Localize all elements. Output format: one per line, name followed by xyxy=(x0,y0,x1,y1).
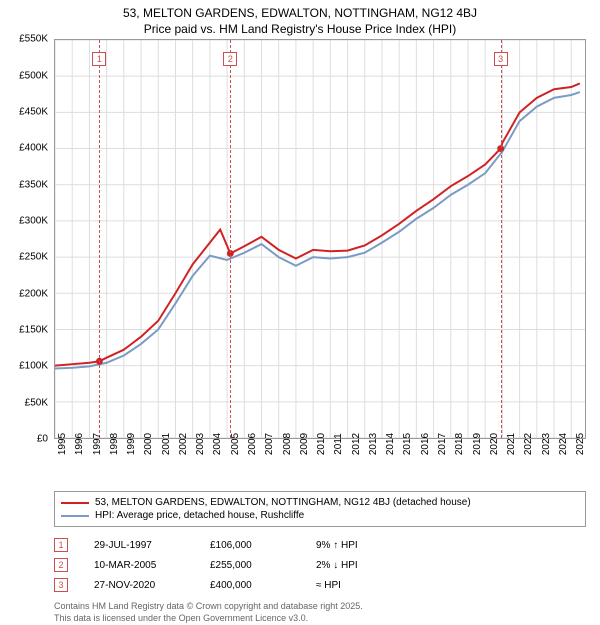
x-tick-label: 1998 xyxy=(109,433,120,455)
legend-label: HPI: Average price, detached house, Rush… xyxy=(95,510,304,521)
x-tick-label: 2015 xyxy=(402,433,413,455)
sale-diff: 9% ↑ HPI xyxy=(316,540,396,551)
x-tick-label: 2020 xyxy=(489,433,500,455)
x-tick-label: 2019 xyxy=(472,433,483,455)
x-tick-label: 2012 xyxy=(351,433,362,455)
x-tick-label: 2009 xyxy=(299,433,310,455)
title-line-2: Price paid vs. HM Land Registry's House … xyxy=(8,22,592,38)
chart-container: 53, MELTON GARDENS, EDWALTON, NOTTINGHAM… xyxy=(0,0,600,590)
x-tick-label: 2017 xyxy=(437,433,448,455)
sale-row-marker: 3 xyxy=(54,578,68,592)
x-tick-label: 2022 xyxy=(523,433,534,455)
x-tick-label: 2014 xyxy=(385,433,396,455)
x-tick-label: 2003 xyxy=(195,433,206,455)
x-tick-label: 2000 xyxy=(143,433,154,455)
legend-label: 53, MELTON GARDENS, EDWALTON, NOTTINGHAM… xyxy=(95,497,471,508)
y-tick-label: £250K xyxy=(19,252,48,263)
chart-svg xyxy=(55,40,585,438)
plot-area: £0£50K£100K£150K£200K£250K£300K£350K£400… xyxy=(54,39,586,439)
x-tick-label: 1996 xyxy=(74,433,85,455)
sale-diff: ≈ HPI xyxy=(316,580,396,591)
sale-marker-box: 1 xyxy=(92,52,106,66)
x-tick-label: 2002 xyxy=(178,433,189,455)
x-tick-label: 2007 xyxy=(264,433,275,455)
x-axis: 1995199619971998199920002001200220032004… xyxy=(54,439,586,489)
sale-diff: 2% ↓ HPI xyxy=(316,560,396,571)
y-tick-label: £300K xyxy=(19,216,48,227)
sale-marker-box: 2 xyxy=(223,52,237,66)
sale-price: £106,000 xyxy=(210,540,290,551)
sale-price: £255,000 xyxy=(210,560,290,571)
y-tick-label: £150K xyxy=(19,325,48,336)
x-tick-label: 2018 xyxy=(454,433,465,455)
sale-marker-box: 3 xyxy=(494,52,508,66)
sale-date: 10-MAR-2005 xyxy=(94,560,184,571)
sale-row: 1 29-JUL-1997 £106,000 9% ↑ HPI xyxy=(54,535,586,555)
sale-row: 3 27-NOV-2020 £400,000 ≈ HPI xyxy=(54,575,586,595)
sale-vline xyxy=(501,40,502,438)
y-tick-label: £450K xyxy=(19,106,48,117)
x-tick-label: 1997 xyxy=(92,433,103,455)
x-tick-label: 2008 xyxy=(282,433,293,455)
y-axis: £0£50K£100K£150K£200K£250K£300K£350K£400… xyxy=(8,39,52,439)
y-tick-label: £200K xyxy=(19,288,48,299)
sale-date: 29-JUL-1997 xyxy=(94,540,184,551)
sale-row-marker: 2 xyxy=(54,558,68,572)
x-tick-label: 2013 xyxy=(368,433,379,455)
copyright-line-1: Contains HM Land Registry data © Crown c… xyxy=(54,601,592,613)
x-tick-label: 2006 xyxy=(247,433,258,455)
y-tick-label: £0 xyxy=(37,434,48,445)
x-tick-label: 2010 xyxy=(316,433,327,455)
y-tick-label: £550K xyxy=(19,34,48,45)
legend-swatch xyxy=(61,515,89,517)
sale-date: 27-NOV-2020 xyxy=(94,580,184,591)
x-tick-label: 2004 xyxy=(212,433,223,455)
sale-row: 2 10-MAR-2005 £255,000 2% ↓ HPI xyxy=(54,555,586,575)
x-tick-label: 2001 xyxy=(161,433,172,455)
sales-table: 1 29-JUL-1997 £106,000 9% ↑ HPI 2 10-MAR-2005… xyxy=(54,535,586,595)
legend-swatch xyxy=(61,502,89,504)
legend-row: HPI: Average price, detached house, Rush… xyxy=(61,509,579,522)
plot: 1 2 3 xyxy=(54,39,586,439)
x-tick-label: 1999 xyxy=(126,433,137,455)
y-tick-label: £50K xyxy=(25,397,48,408)
sale-vline xyxy=(230,40,231,438)
x-tick-label: 2011 xyxy=(333,433,344,455)
y-tick-label: £350K xyxy=(19,179,48,190)
x-tick-label: 2021 xyxy=(506,433,517,455)
x-tick-label: 2016 xyxy=(420,433,431,455)
title-line-1: 53, MELTON GARDENS, EDWALTON, NOTTINGHAM… xyxy=(8,6,592,22)
sale-price: £400,000 xyxy=(210,580,290,591)
copyright: Contains HM Land Registry data © Crown c… xyxy=(54,601,592,624)
x-tick-label: 2023 xyxy=(541,433,552,455)
copyright-line-2: This data is licensed under the Open Gov… xyxy=(54,613,592,625)
y-tick-label: £500K xyxy=(19,70,48,81)
x-tick-label: 2024 xyxy=(558,433,569,455)
legend: 53, MELTON GARDENS, EDWALTON, NOTTINGHAM… xyxy=(54,491,586,527)
x-tick-label: 2005 xyxy=(230,433,241,455)
y-tick-label: £400K xyxy=(19,143,48,154)
x-tick-label: 1995 xyxy=(57,433,68,455)
chart-title: 53, MELTON GARDENS, EDWALTON, NOTTINGHAM… xyxy=(8,6,592,37)
legend-row: 53, MELTON GARDENS, EDWALTON, NOTTINGHAM… xyxy=(61,496,579,509)
x-tick-label: 2025 xyxy=(575,433,586,455)
y-tick-label: £100K xyxy=(19,361,48,372)
sale-row-marker: 1 xyxy=(54,538,68,552)
sale-vline xyxy=(99,40,100,438)
